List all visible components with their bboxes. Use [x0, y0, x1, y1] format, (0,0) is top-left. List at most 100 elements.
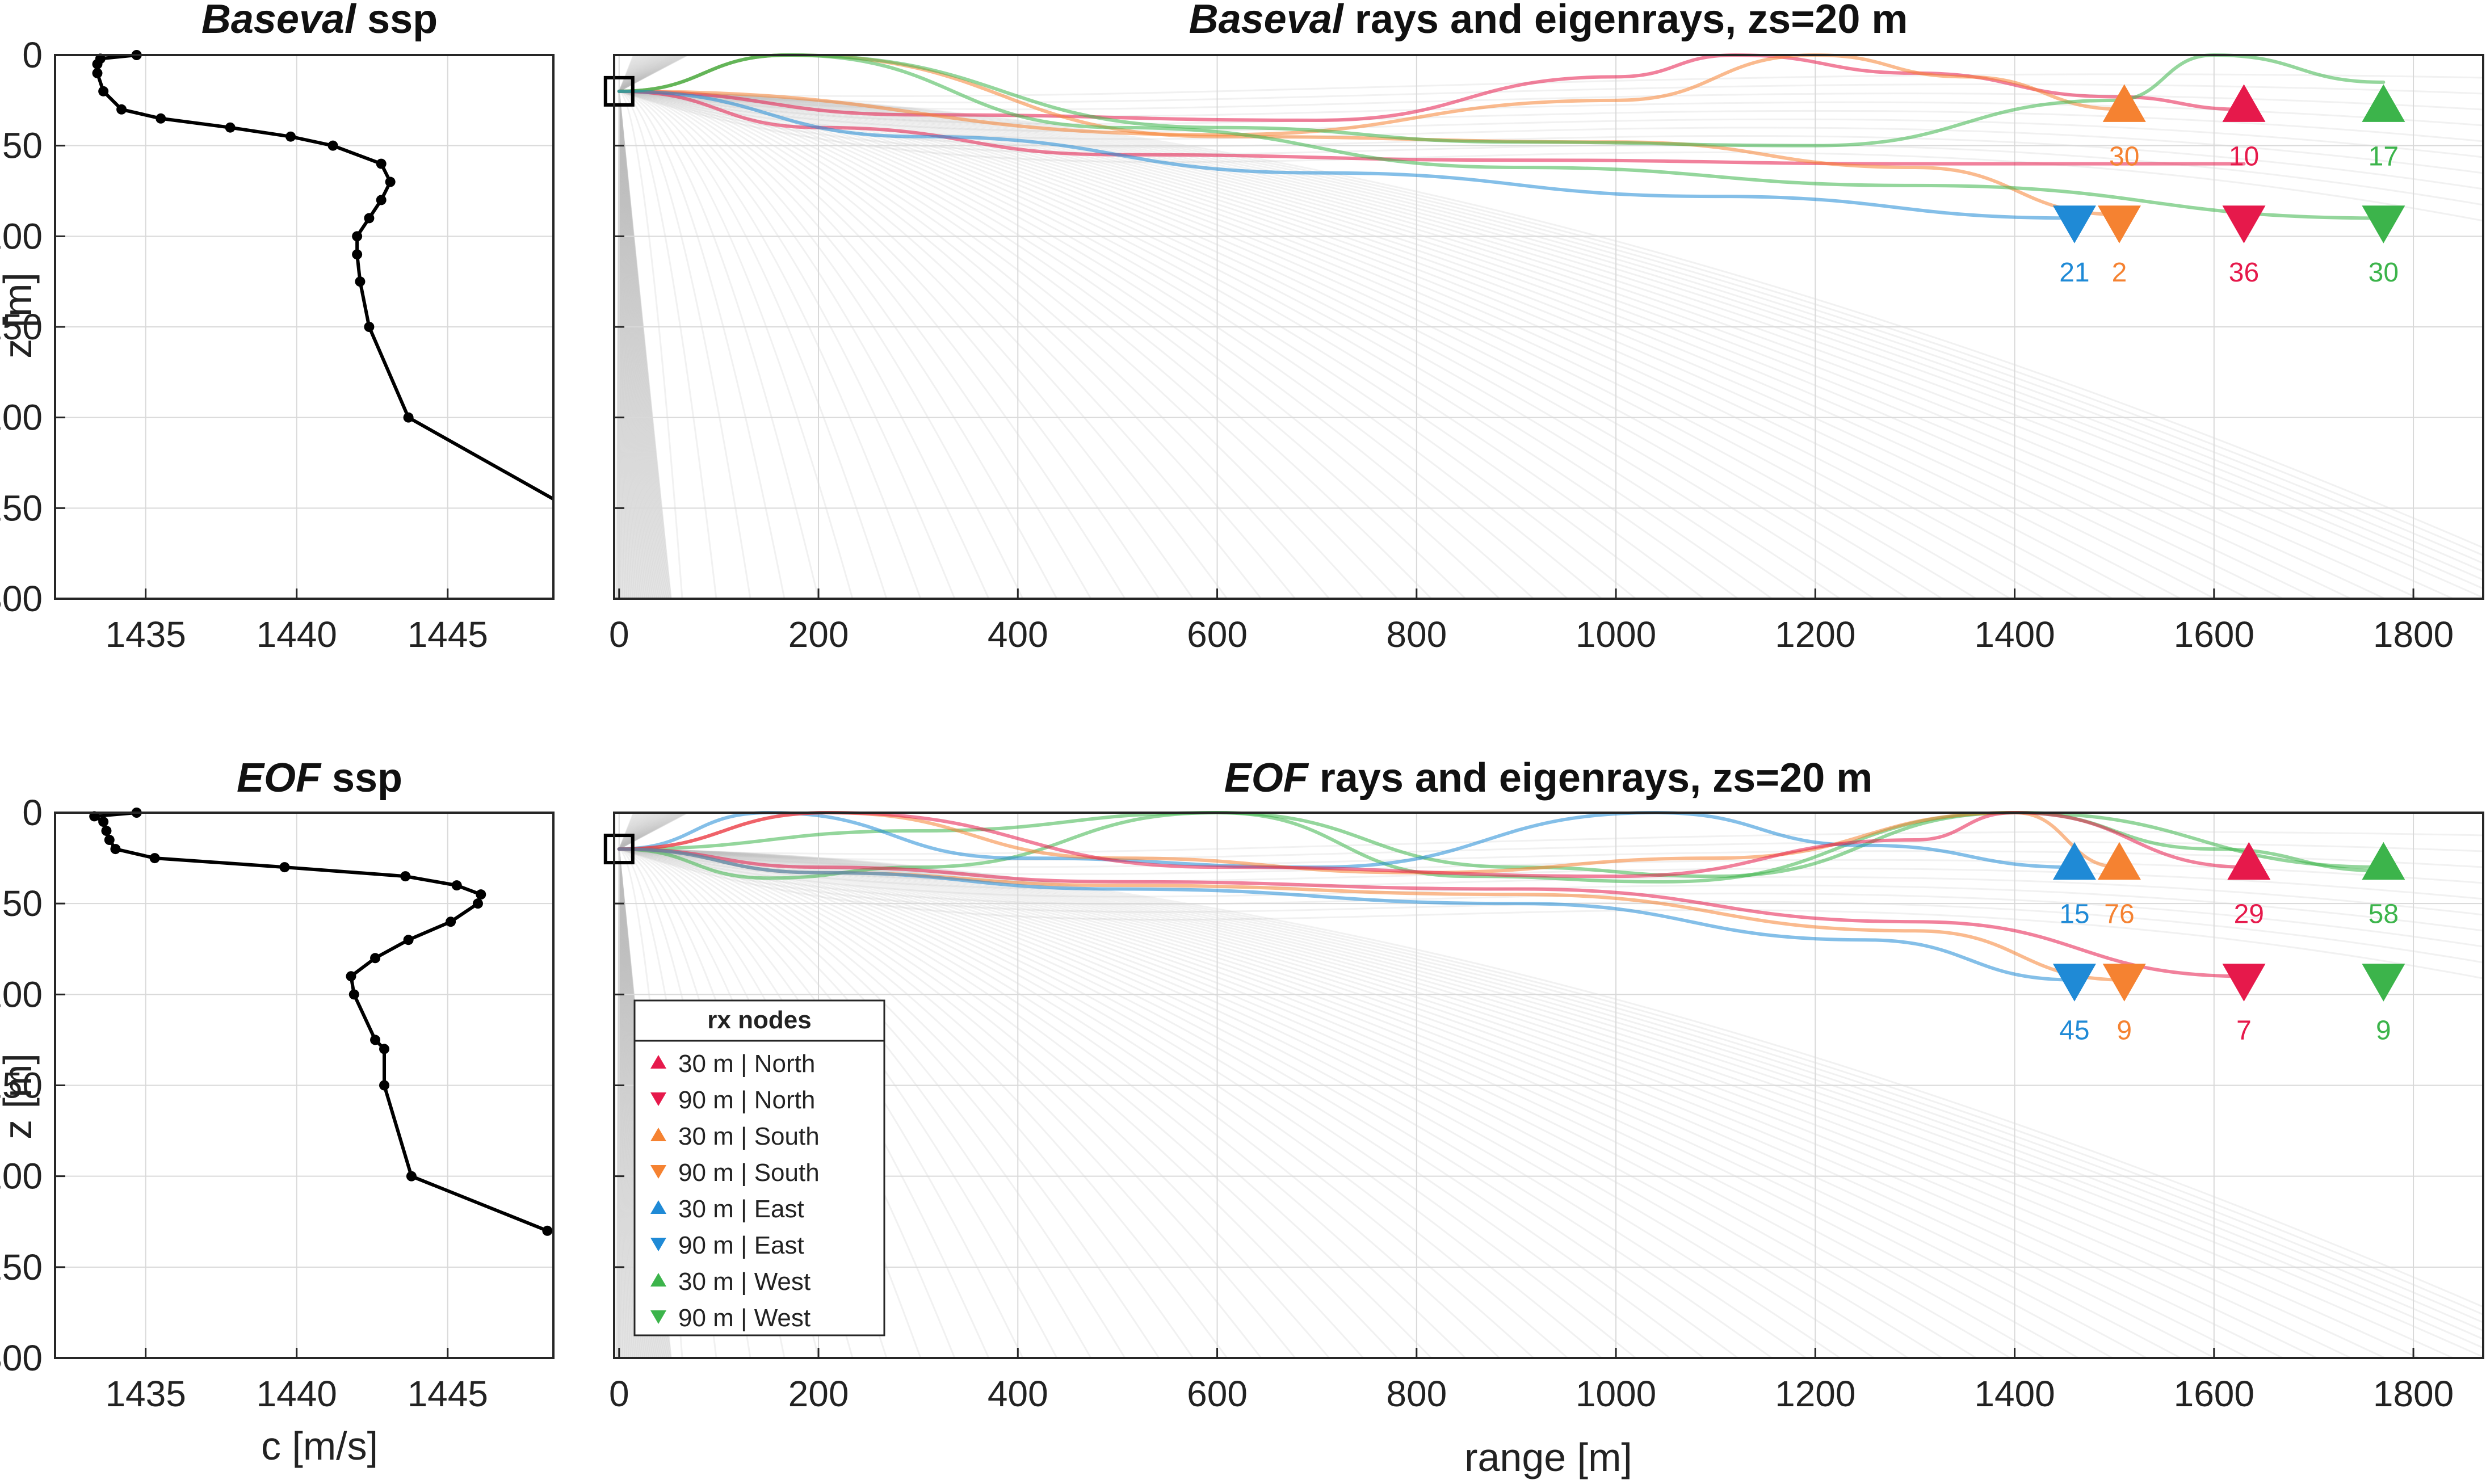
ray-trace — [618, 91, 652, 599]
ray-trace — [618, 91, 640, 599]
baseval-ssp-grid — [55, 54, 553, 599]
ray-trace — [618, 54, 646, 92]
ray-trace — [619, 90, 2484, 206]
ray-trace — [619, 812, 688, 850]
x-tick-label: 1800 — [2373, 1373, 2454, 1414]
ray-trace — [619, 54, 684, 92]
ray-trace — [619, 812, 655, 850]
ray-trace — [618, 54, 644, 92]
ssp-point — [92, 58, 103, 69]
ray-trace — [618, 849, 632, 1359]
ray-trace — [619, 812, 668, 850]
ray-trace — [618, 849, 633, 1359]
eof-ssp-xlabel: c [m/s] — [261, 1424, 378, 1468]
ray-trace — [618, 54, 648, 92]
eigenray-west — [617, 810, 2386, 884]
ray-trace — [618, 54, 634, 92]
ray-trace — [619, 54, 659, 92]
ray-trace — [619, 54, 674, 92]
ssp-point — [400, 871, 411, 882]
eigenray-count-label: 76 — [2104, 899, 2134, 930]
ssp-point — [101, 826, 112, 836]
ray-trace — [619, 848, 1330, 1359]
ssp-point — [446, 917, 456, 927]
eof-rays-panel: EOF rays and eigenrays, zs=20 m range [m… — [603, 755, 2484, 1479]
ray-trace — [618, 91, 653, 599]
baseval-ssp-title: Baseval ssp — [201, 0, 438, 42]
ray-trace — [618, 91, 662, 599]
ray-trace — [618, 91, 624, 599]
ray-trace — [619, 54, 649, 92]
ray-trace — [619, 812, 670, 850]
eof-ssp-ylabel: z [m] — [0, 1053, 40, 1140]
ssp-point — [406, 1171, 417, 1182]
y-tick-label: 250 — [0, 487, 43, 528]
eigenray-count-label: 15 — [2059, 899, 2089, 930]
x-tick-label: 0 — [609, 614, 629, 655]
eigenray-east — [617, 89, 2076, 220]
ray-trace — [618, 91, 628, 599]
ray-trace — [618, 54, 647, 92]
ray-trace — [619, 812, 660, 850]
x-tick-label: 400 — [988, 1373, 1048, 1414]
ray-trace — [619, 812, 659, 850]
ray-trace — [618, 91, 643, 599]
ray-trace — [619, 90, 2147, 600]
eof-rays-xticks: 0 200 400 600 800 1000 1200 1400 1600 1800 — [609, 1348, 2454, 1414]
ray-trace — [618, 812, 639, 850]
x-tick-label: 200 — [788, 1373, 849, 1414]
ray-trace — [619, 848, 2484, 1358]
baseval-rays-panel: Baseval rays and eigenrays, zs=20 m 30 10… — [603, 0, 2484, 655]
ray-trace — [618, 91, 670, 599]
ray-trace — [619, 812, 672, 850]
x-tick-label: 400 — [988, 614, 1048, 655]
baseval-source-marker — [603, 75, 635, 107]
receiver-marker-south — [2102, 964, 2146, 1002]
ssp-point — [385, 176, 396, 187]
ssp-point — [376, 195, 387, 205]
x-tick-label: 1000 — [1576, 1373, 1656, 1414]
ssp-point — [376, 158, 387, 169]
baseval-rays-xticks: 0 200 400 600 800 1000 1200 1400 1600 1800 — [609, 588, 2454, 655]
ray-trace — [619, 90, 1433, 600]
ray-trace — [618, 54, 636, 92]
ray-trace — [618, 91, 661, 599]
baseval-ssp-axes-frame — [54, 54, 555, 600]
ssp-point — [92, 68, 103, 78]
ray-trace — [619, 54, 666, 92]
ray-trace — [619, 54, 688, 92]
eof-rays-xlabel: range [m] — [1464, 1435, 1632, 1479]
legend-marker-north — [650, 1092, 666, 1106]
ray-trace — [618, 54, 639, 92]
legend-item-label: 90 m | North — [678, 1086, 815, 1114]
ray-trace — [618, 91, 636, 599]
ray-trace — [618, 91, 638, 599]
ray-trace — [618, 91, 641, 599]
ray-trace — [619, 54, 653, 92]
ray-trace — [619, 54, 681, 92]
ray-trace — [618, 91, 657, 599]
x-tick-label: 1440 — [257, 614, 337, 655]
ray-trace — [618, 91, 624, 599]
ray-trace — [618, 91, 634, 599]
ray-trace — [619, 848, 2484, 916]
ray-trace — [619, 54, 682, 92]
ray-trace — [619, 848, 1433, 1359]
ray-trace — [619, 90, 1024, 599]
ray-trace — [618, 91, 625, 599]
eof-source-marker — [603, 834, 635, 865]
ray-trace — [618, 91, 660, 599]
eigenray-count-label: 29 — [2234, 899, 2264, 930]
ray-trace — [618, 812, 635, 850]
baseval-eigenray-counts: 30 10 17 21 2 36 30 — [2059, 141, 2399, 287]
y-tick-label: 50 — [2, 125, 43, 166]
ray-trace — [618, 812, 643, 850]
ray-trace — [618, 91, 637, 599]
y-tick-label: 300 — [0, 1338, 43, 1378]
receiver-marker-south — [2102, 84, 2146, 122]
ray-trace — [619, 812, 673, 850]
ray-trace — [619, 90, 1841, 600]
ray-trace — [619, 812, 662, 850]
